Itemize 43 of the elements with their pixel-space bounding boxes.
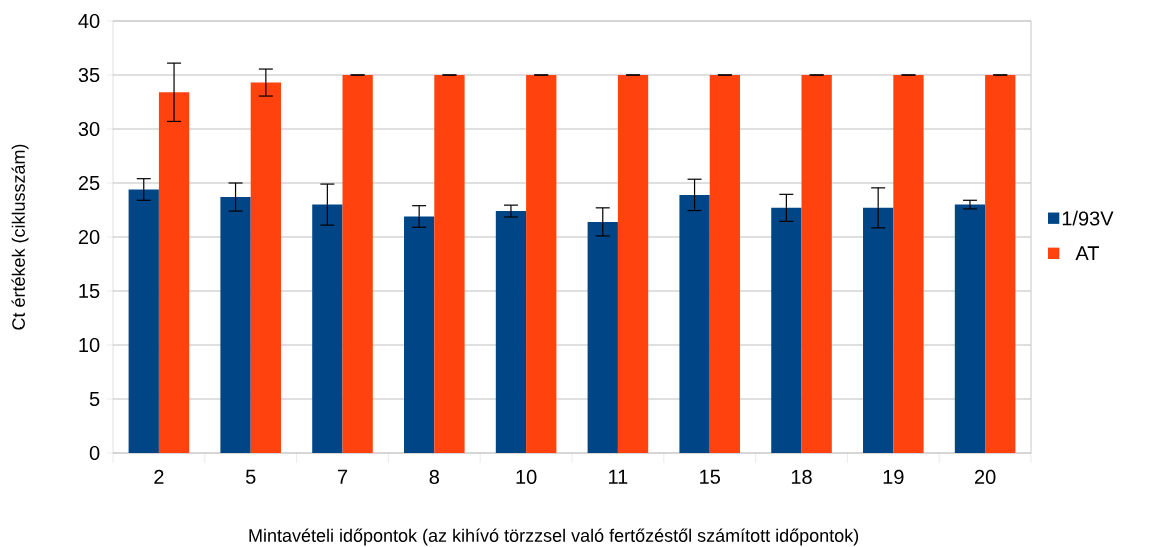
y-tick-label: 5 — [89, 392, 100, 406]
bar — [587, 221, 618, 453]
y-tick-label: 35 — [78, 67, 100, 83]
legend-label: AT — [1075, 246, 1100, 261]
x-tick-label: 15 — [700, 469, 720, 484]
x-tick-label: 7 — [337, 469, 348, 484]
bar — [342, 75, 373, 453]
x-axis-title: Mintavételi időpontok (az kihívó törzzsel való fertőzéstől számított időpontok) — [249, 528, 859, 546]
bar — [801, 75, 832, 453]
y-axis-title: Ct értékek (ciklusszám) — [11, 144, 29, 330]
y-tick-label: 15 — [79, 284, 100, 298]
bar — [434, 75, 465, 453]
bar — [954, 204, 986, 453]
x-tick-label: 5 — [245, 469, 256, 484]
bar — [709, 75, 740, 453]
bar — [771, 207, 802, 453]
x-tick-label: 8 — [429, 469, 439, 485]
x-tick-label: 19 — [883, 469, 904, 485]
bar — [985, 75, 1016, 453]
legend-label: 1/93V — [1062, 210, 1114, 226]
x-tick-label: 10 — [516, 469, 537, 485]
x-tick-label: 18 — [791, 469, 812, 485]
x-tick-label: 20 — [974, 469, 996, 485]
y-tick-label: 0 — [89, 445, 100, 461]
bar — [128, 189, 159, 453]
bar — [158, 92, 190, 453]
bar — [495, 211, 527, 453]
y-tick-label: 10 — [79, 337, 100, 353]
bar — [679, 194, 710, 453]
bar — [617, 75, 649, 453]
x-tick-label: 11 — [609, 469, 628, 484]
x-tick-label: 2 — [154, 469, 164, 484]
bar — [220, 197, 251, 453]
y-tick-label: 20 — [78, 229, 100, 245]
bar — [526, 75, 557, 453]
bar — [863, 207, 894, 453]
y-tick-label: 30 — [78, 121, 100, 137]
y-tick-label: 40 — [78, 13, 100, 29]
bar — [404, 216, 435, 453]
bar — [893, 75, 924, 453]
bar — [250, 82, 281, 453]
y-tick-label: 25 — [78, 175, 100, 191]
bar — [312, 204, 343, 453]
